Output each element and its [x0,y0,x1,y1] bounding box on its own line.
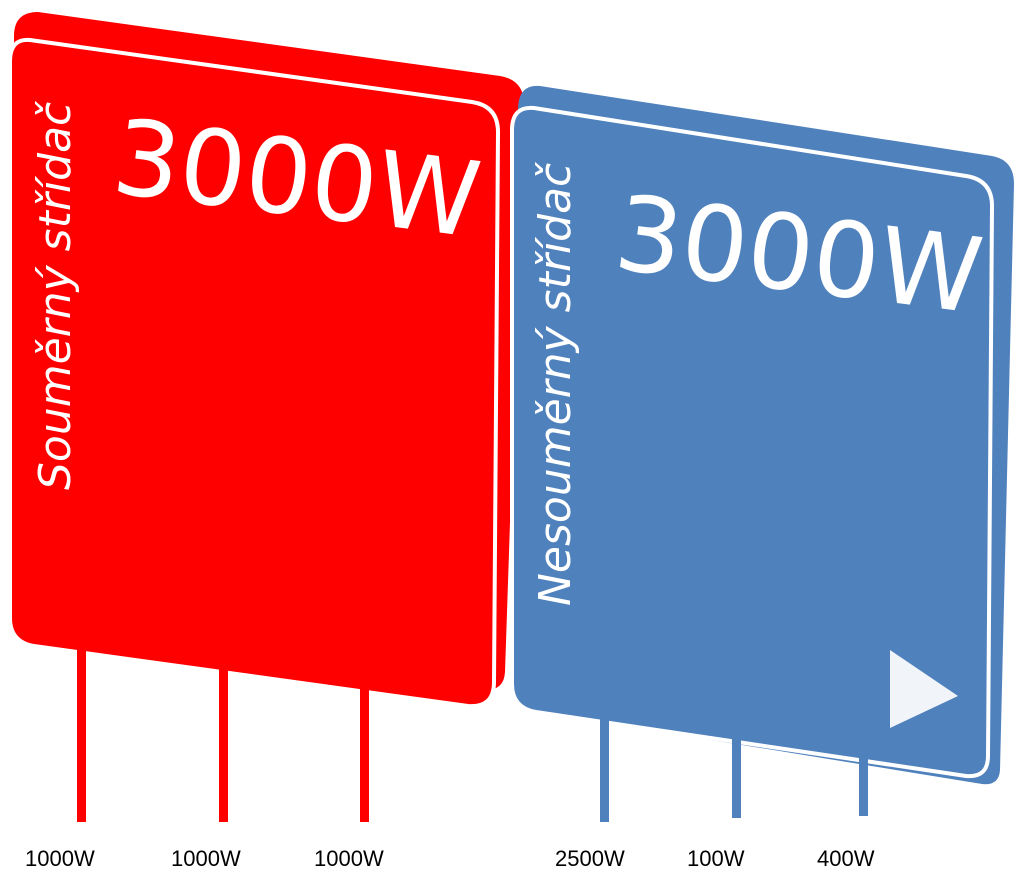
symmetric-inverter: 3000W Souměrný střídač [8,12,524,822]
asymmetric-phase-line-1 [600,584,609,822]
symmetric-panel-front [8,37,501,709]
symmetric-phase-label-1: 1000W [25,846,95,871]
symmetric-phase-line-3 [360,686,369,822]
symmetric-phase-label-3: 1000W [314,846,384,871]
phase-labels: 1000W 1000W 1000W 2500W 100W 400W [25,846,875,871]
asymmetric-panel-front [510,105,995,779]
asymmetric-phase-line-2 [732,584,741,818]
symmetric-phase-line-2 [219,666,228,822]
asymmetric-inverter: 3000W Nesouměrný střídač [510,85,1014,822]
asymmetric-phase-label-2: 100W [687,846,745,871]
symmetric-phase-line-1 [77,644,86,822]
asymmetric-phase-label-1: 2500W [555,846,625,871]
asymmetric-inverter-name: Nesouměrný střídač [530,161,581,606]
symmetric-inverter-name: Souměrný střídač [30,100,81,490]
symmetric-phase-label-2: 1000W [171,846,241,871]
asymmetric-phase-label-3: 400W [817,846,875,871]
play-icon [890,650,958,728]
asymmetric-phase-line-3 [859,578,868,816]
